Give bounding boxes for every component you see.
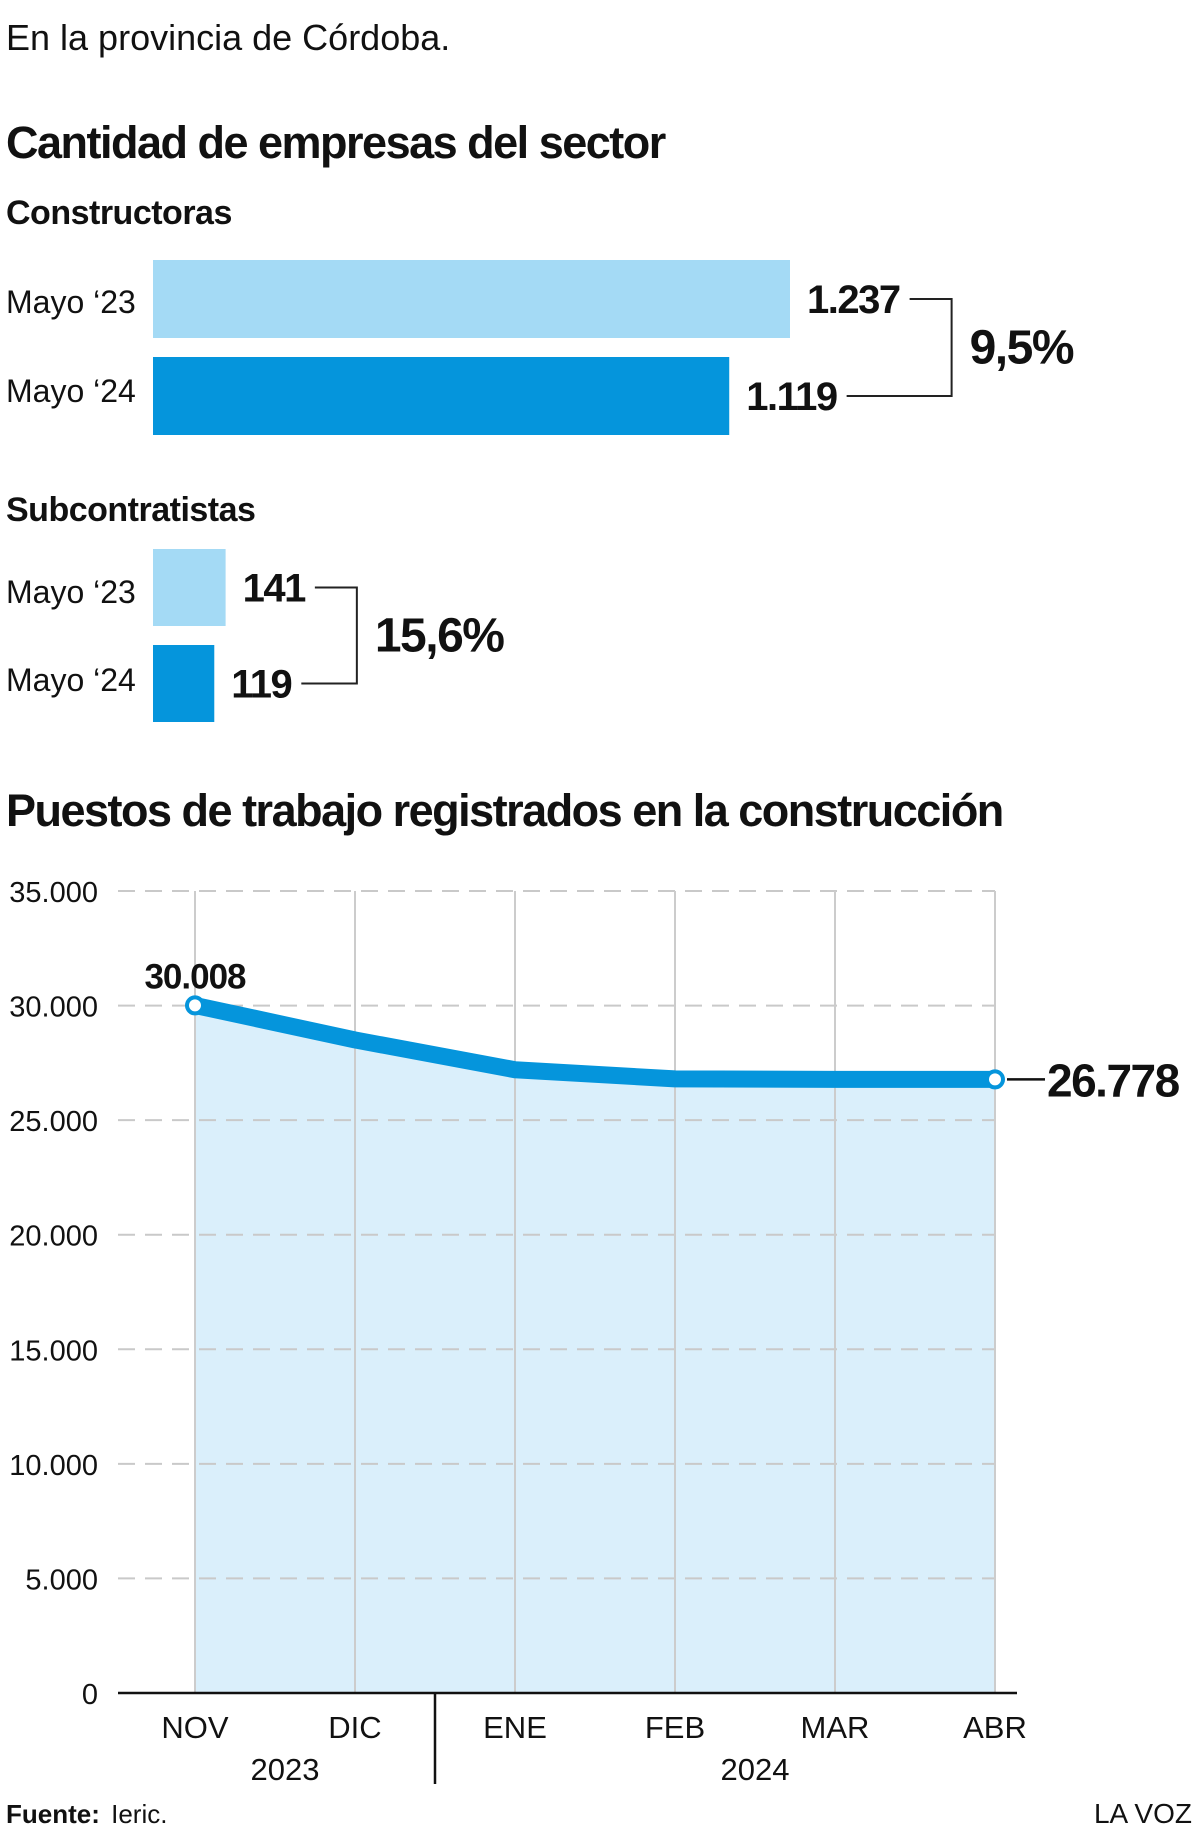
subcontratistas-category-label: Mayo ‘23: [6, 574, 136, 610]
source-text: Fuente: Ieric.: [6, 1799, 167, 1829]
constructoras-change-label: 9,5%: [970, 322, 1074, 375]
constructoras-category-label: Mayo ‘24: [6, 373, 136, 409]
subcontratistas-change-label: 15,6%: [375, 610, 504, 663]
y-tick-label: 15.000: [9, 1335, 98, 1367]
subcontratistas-category-label: Mayo ‘24: [6, 662, 136, 698]
companies-title: Cantidad de empresas del sector: [6, 117, 666, 168]
constructoras-value-label: 1.119: [746, 375, 837, 419]
y-tick-label: 10.000: [9, 1450, 98, 1482]
y-tick-label: 30.000: [9, 992, 98, 1024]
constructoras-category-label: Mayo ‘23: [6, 284, 136, 320]
year-label: 2023: [251, 1752, 320, 1787]
constructoras-bar-group: Mayo ‘23 1.237 Mayo ‘24 1.119 9,5%: [6, 260, 1075, 435]
constructoras-title: Constructoras: [6, 194, 232, 232]
data-label: 30.008: [144, 957, 246, 996]
y-tick-label: 0: [82, 1679, 98, 1711]
x-tick-label: MAR: [801, 1710, 870, 1745]
x-tick-label: ABR: [963, 1710, 1027, 1745]
year-label: 2024: [721, 1752, 790, 1787]
area-fill: [195, 1005, 995, 1693]
x-tick-label: DIC: [328, 1710, 381, 1745]
brand-logo-text: LA VOZ: [1094, 1798, 1192, 1829]
subcontratistas-bar: [153, 549, 226, 626]
subcontratistas-value-label: 141: [243, 567, 306, 611]
jobs-title: Puestos de trabajo registrados en la con…: [6, 785, 1003, 836]
constructoras-bar: [153, 357, 730, 435]
x-tick-label: ENE: [483, 1710, 547, 1745]
data-label: 26.778: [1047, 1054, 1180, 1106]
subcontratistas-bar: [153, 645, 215, 722]
intro-text: En la provincia de Córdoba.: [6, 17, 450, 58]
subcontratistas-bracket: [301, 586, 358, 685]
x-tick-label: NOV: [161, 1710, 229, 1745]
source-value: Ieric.: [111, 1799, 167, 1829]
y-tick-label: 5.000: [25, 1564, 98, 1596]
source-label: Fuente:: [6, 1799, 100, 1829]
y-tick-label: 20.000: [9, 1221, 98, 1253]
x-tick-label: FEB: [645, 1710, 705, 1745]
series-line: [186, 996, 1004, 1088]
jobs-area-chart: 0 5.000 10.000 15.000 20.000 25.000 30.000 35.0…: [9, 877, 1181, 1787]
point-marker: [985, 1069, 1005, 1090]
subcontratistas-value-label: 119: [231, 663, 291, 707]
constructoras-value-label: 1.237: [807, 278, 900, 322]
y-tick-label: 25.000: [9, 1106, 98, 1138]
constructoras-bar: [153, 260, 790, 338]
subcontratistas-title: Subcontratistas: [6, 491, 255, 529]
subcontratistas-bar-group: Mayo ‘23 141 Mayo ‘24 119 15,6%: [6, 549, 506, 722]
y-tick-label: 35.000: [9, 877, 98, 909]
point-marker: [185, 995, 205, 1016]
constructoras-bracket: [846, 298, 953, 397]
